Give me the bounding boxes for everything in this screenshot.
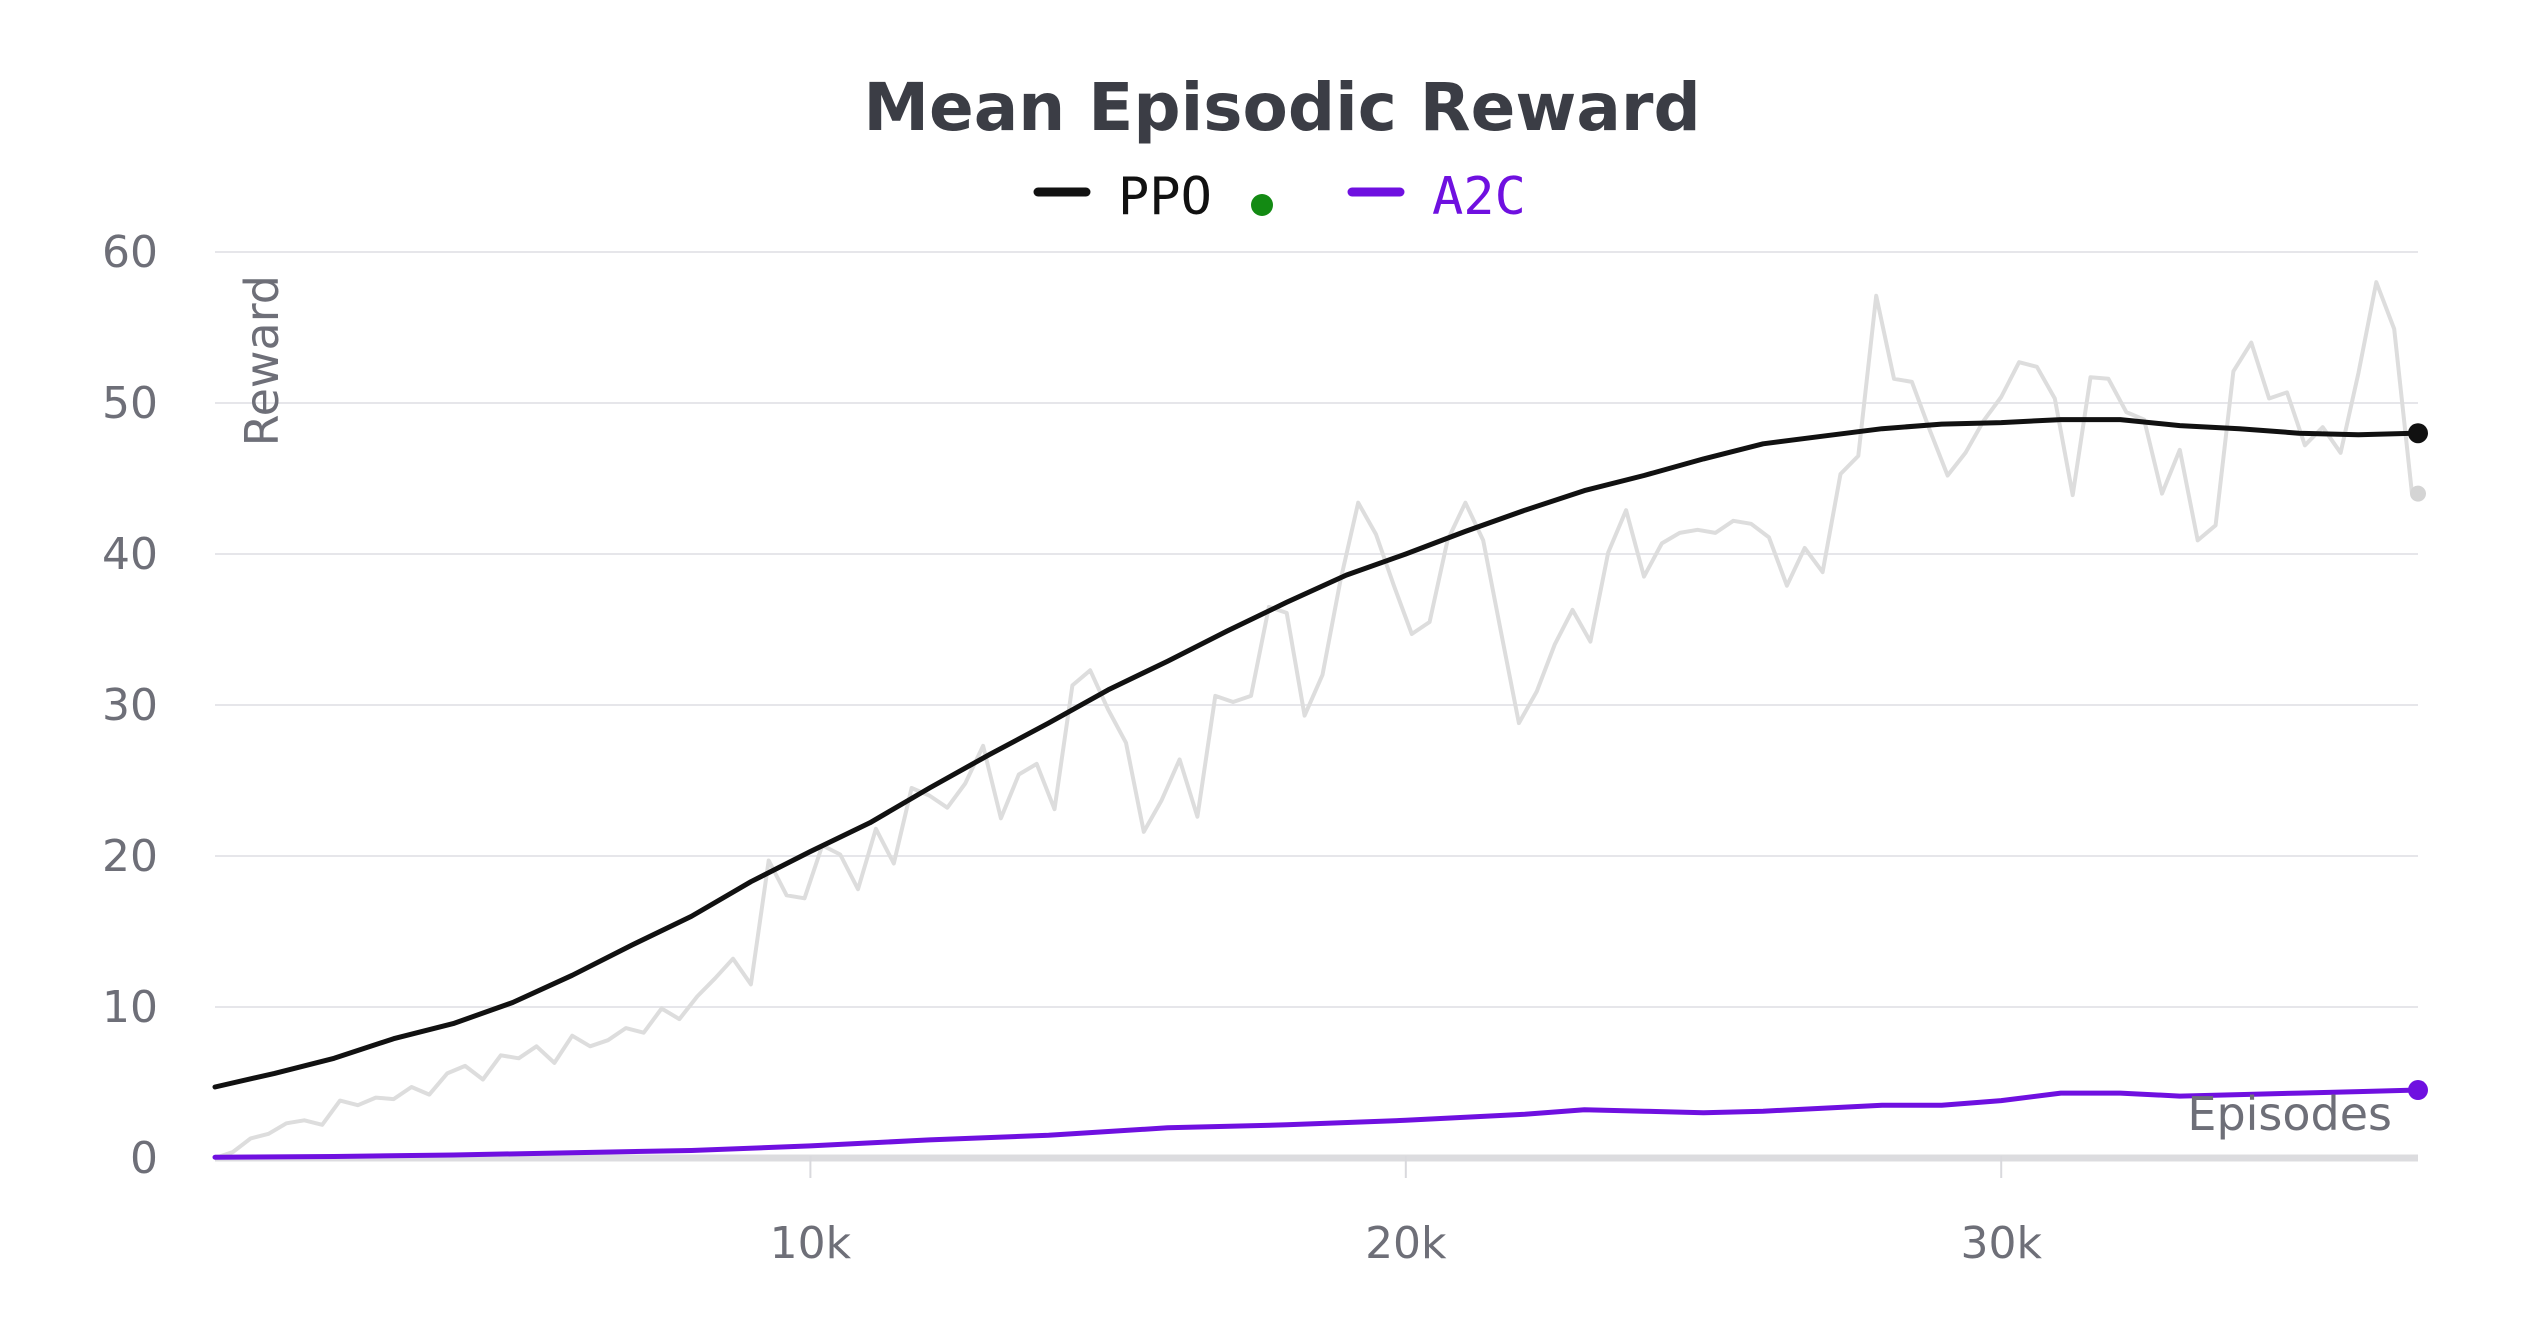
series-ppo-line	[212, 417, 2421, 1090]
x-tick-label: 30k	[1960, 1218, 2042, 1269]
x-axis: 10k 20k 30k	[770, 1156, 2042, 1269]
chart-title: Mean Episodic Reward	[863, 69, 1700, 146]
series-ppo-end-point	[2408, 423, 2428, 444]
y-tick-label: 0	[130, 1133, 158, 1184]
legend-label-a2c: A2C	[1432, 167, 1526, 227]
y-tick-label: 20	[102, 831, 158, 882]
y-tick-label: 10	[102, 982, 158, 1033]
series-ppo-raw-end-point	[2410, 485, 2426, 502]
series-a2c-end-point	[2408, 1080, 2428, 1101]
x-tick-label: 10k	[770, 1218, 852, 1269]
legend-status-dot	[1251, 194, 1273, 216]
series-a2c-line	[212, 1087, 2421, 1160]
legend: PPO A2C	[1033, 167, 1526, 227]
series-ppo-raw-line	[214, 280, 2414, 1160]
x-axis-label: Episodes	[2187, 1087, 2392, 1141]
legend-label-ppo: PPO	[1118, 167, 1212, 227]
x-tick-label: 20k	[1365, 1218, 1447, 1269]
y-axis: 0 10 20 30 40 50 60	[102, 227, 158, 1184]
y-tick-label: 30	[102, 680, 158, 731]
y-tick-label: 40	[102, 529, 158, 580]
plot-area	[212, 280, 2428, 1160]
y-tick-label: 50	[102, 378, 158, 429]
y-axis-label: Reward	[235, 275, 289, 446]
grid	[215, 251, 2418, 1162]
y-tick-label: 60	[102, 227, 158, 278]
